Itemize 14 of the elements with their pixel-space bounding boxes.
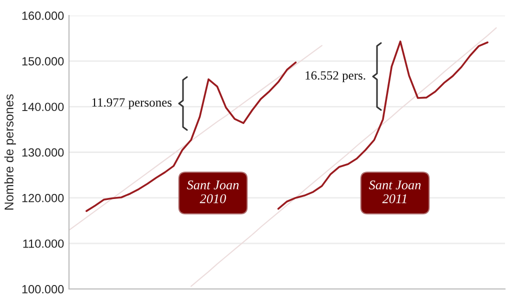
y-tick-label: 160.000	[22, 12, 64, 20]
y-tick-label: 110.000	[23, 239, 64, 248]
y-tick-label: 100.000	[22, 285, 64, 294]
annotation: Sant Joan 2010	[186, 180, 239, 204]
annotation: 16.552 pers.	[306, 71, 366, 82]
y-tick-label: 130.000	[22, 148, 64, 157]
y-tick-label: 120.000	[22, 194, 64, 202]
y-tick-label: 140.000	[22, 102, 64, 112]
y-axis-title: Nombre de persones	[4, 94, 16, 210]
annotation: 11.977 persones	[92, 98, 172, 110]
line-series	[86, 62, 297, 212]
line-series	[277, 40, 488, 210]
y-tick-label: 150.000	[22, 57, 64, 66]
annotation: Sant Joan 2011	[368, 180, 421, 204]
